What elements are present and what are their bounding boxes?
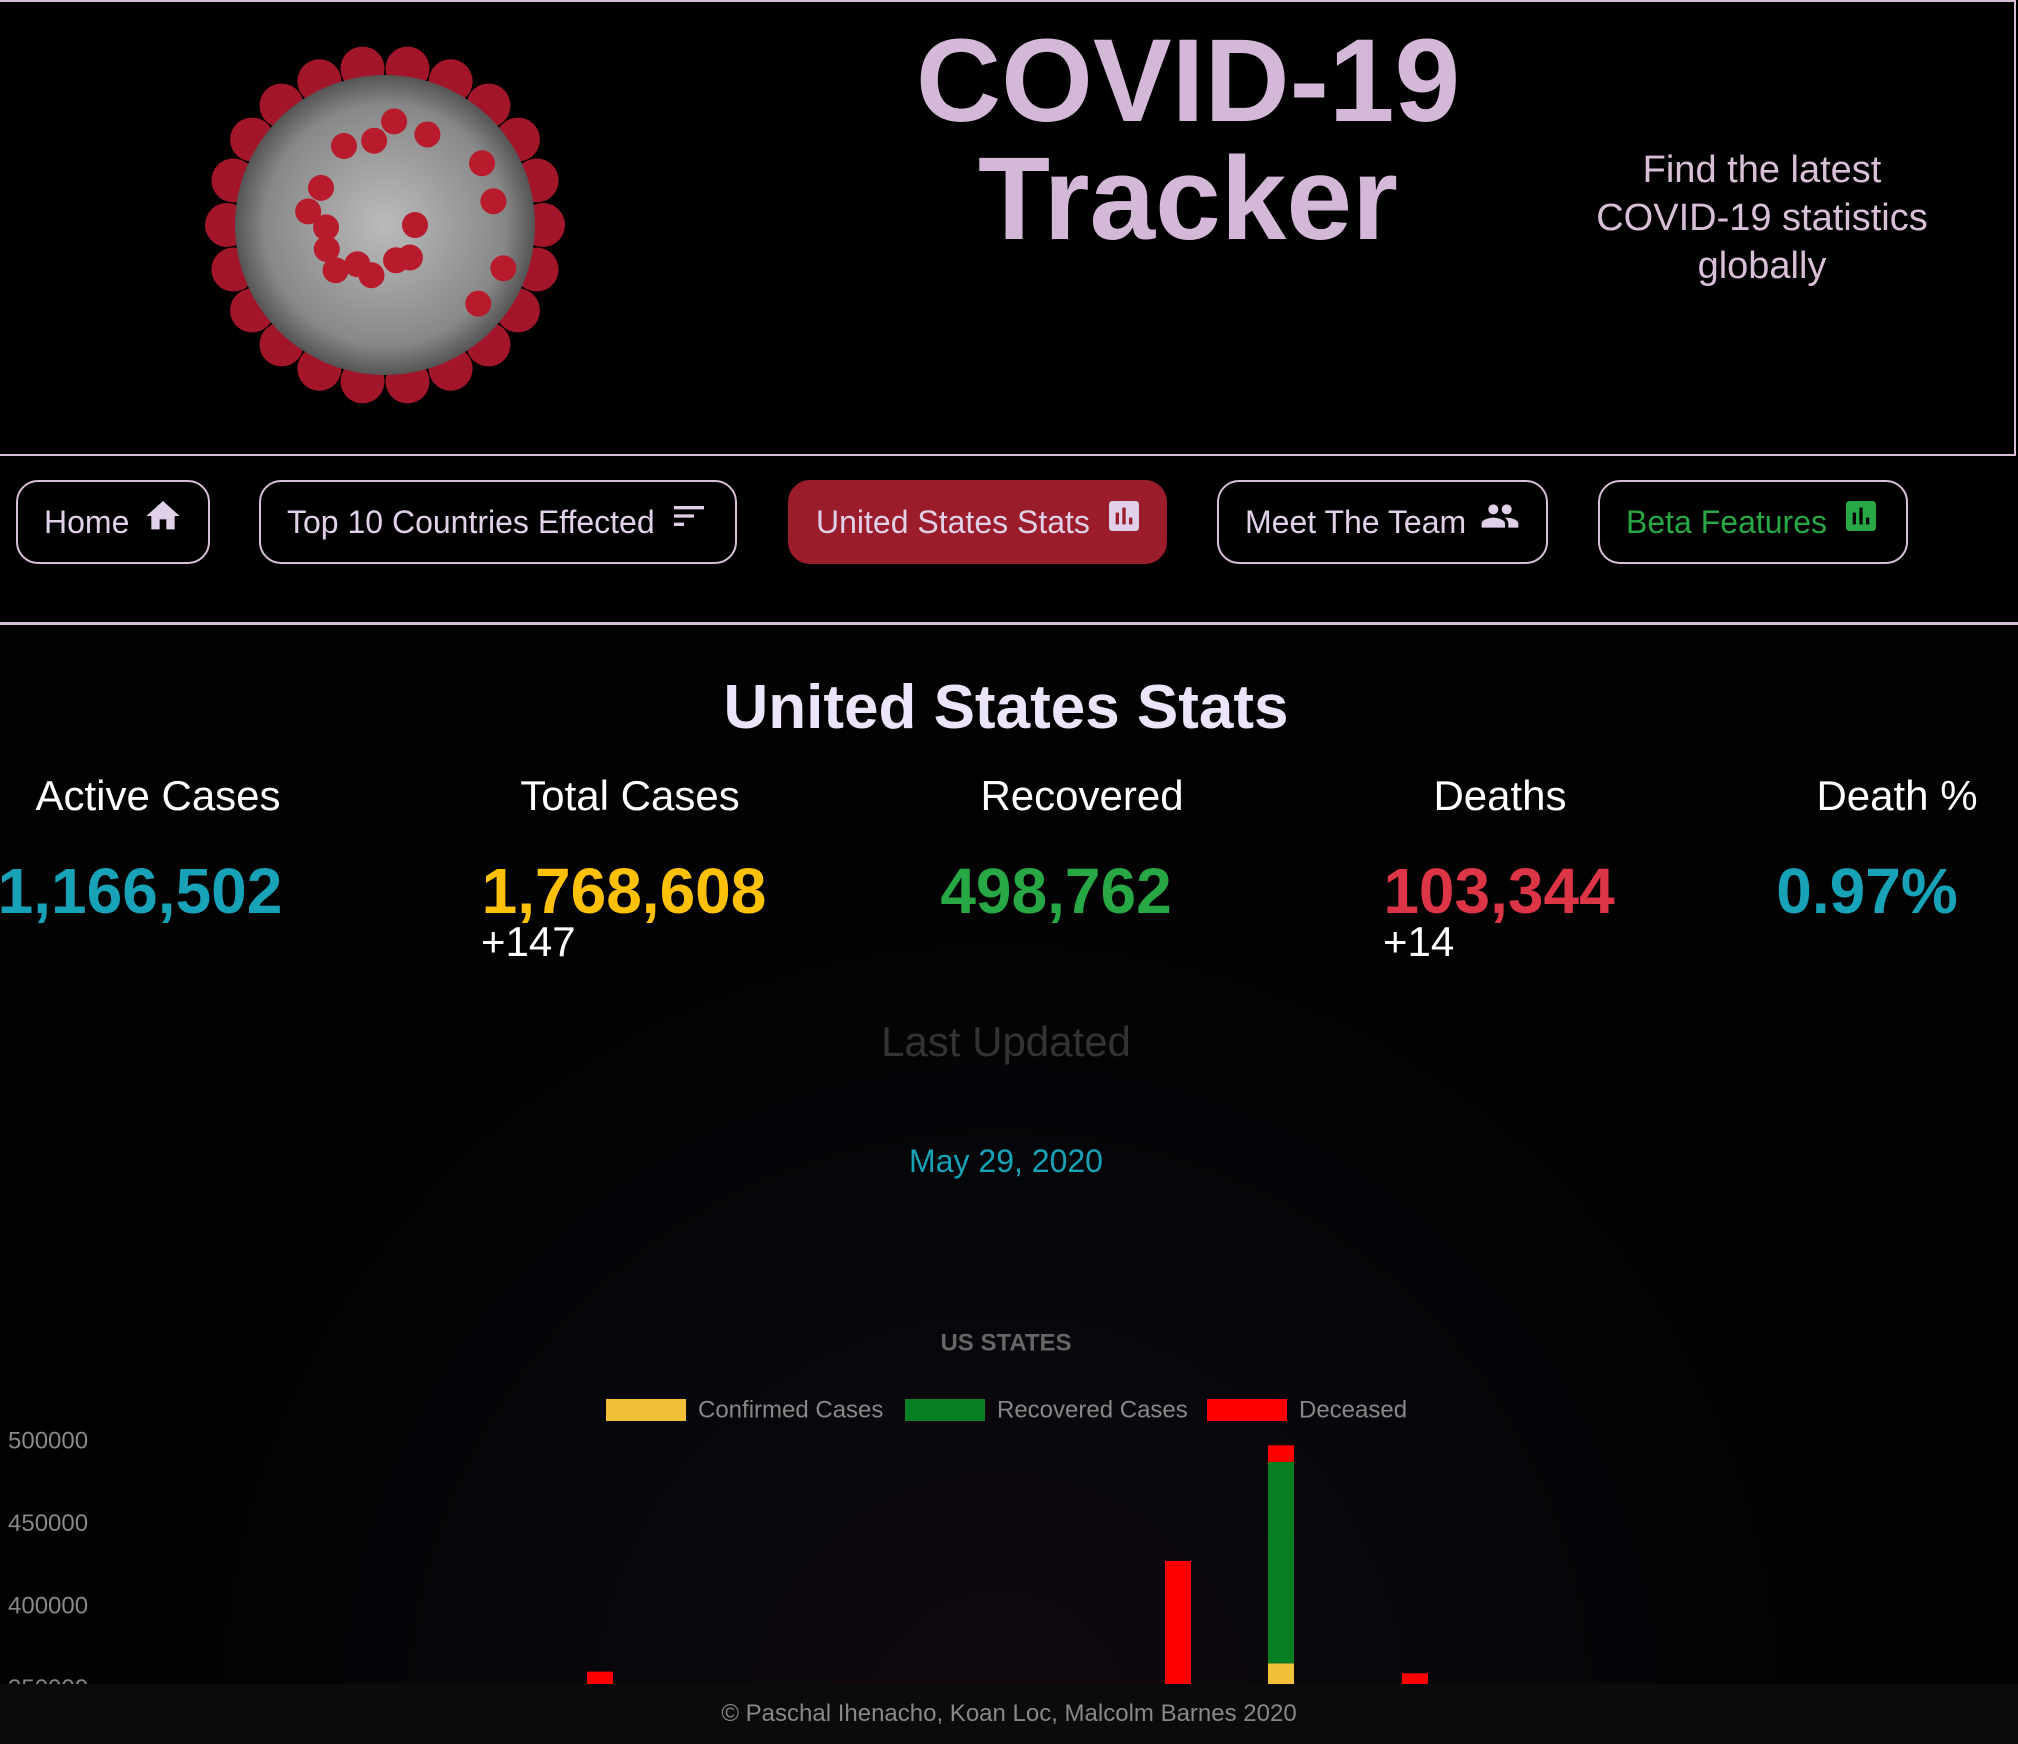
y-tick-label: 350000	[8, 1675, 88, 1684]
stat-label: Deaths	[1433, 772, 1567, 819]
stat-label: Recovered	[980, 772, 1184, 819]
legend-swatch	[606, 1399, 686, 1421]
nav-label: United States Stats	[816, 503, 1090, 540]
bar-segment	[1268, 1461, 1294, 1664]
stat-delta: +14	[1383, 918, 1455, 965]
nav-us-stats[interactable]: United States Stats	[788, 480, 1167, 564]
virus-spike	[295, 198, 322, 225]
section-heading: United States Stats	[723, 673, 1289, 742]
legend-label: Confirmed Cases	[698, 1396, 883, 1423]
legend-swatch	[905, 1399, 985, 1421]
bar-segment	[1402, 1673, 1428, 1684]
virus-spike	[414, 121, 441, 148]
nav-home[interactable]: Home	[16, 480, 210, 564]
stat-value: 1,166,502	[0, 855, 283, 927]
virus-spike	[361, 127, 388, 154]
bar-segment	[1165, 1560, 1191, 1684]
virus-spike	[469, 150, 496, 177]
nav-label: Home	[44, 503, 130, 540]
nav-top10[interactable]: Top 10 Countries Effected	[259, 480, 737, 564]
virus-spike	[344, 251, 371, 278]
bar-segment	[1268, 1445, 1294, 1462]
nav-beta[interactable]: Beta Features	[1598, 480, 1908, 564]
virus-spike	[383, 247, 410, 274]
legend-swatch	[1207, 1399, 1287, 1421]
bar-segment	[587, 1671, 613, 1684]
title: Tracker	[978, 133, 1398, 265]
virus-spike	[307, 174, 334, 201]
last-updated-label: Last Updated	[881, 1018, 1131, 1065]
stat-value: 498,762	[940, 855, 1172, 927]
divider	[0, 622, 2018, 625]
stat-value: 103,344	[1383, 855, 1615, 927]
stat-value: 0.97%	[1776, 855, 1958, 927]
nav-team[interactable]: Meet The Team	[1217, 480, 1548, 564]
legend-label: Recovered Cases	[997, 1396, 1188, 1423]
icon	[1481, 504, 1519, 528]
virus-spike	[322, 257, 349, 284]
chart-title: US STATES	[940, 1329, 1071, 1356]
bar-segment	[1268, 1663, 1294, 1684]
last-updated-date: May 29, 2020	[909, 1143, 1103, 1179]
header	[0, 0, 2016, 456]
stat-label: Active Cases	[35, 772, 281, 819]
virus-spike	[313, 236, 340, 263]
icon	[1846, 501, 1876, 531]
tagline-line: globally	[1697, 245, 1827, 287]
virus-spike	[480, 188, 507, 215]
footer: © Paschal Ihenacho, Koan Loc, Malcolm Ba…	[0, 1684, 2018, 1744]
virus-spike	[490, 255, 517, 282]
icon	[673, 506, 704, 526]
y-tick-label: 400000	[8, 1593, 88, 1620]
nav-label: Meet The Team	[1245, 503, 1467, 540]
title: COVID-19	[915, 15, 1461, 147]
y-tick-label: 450000	[8, 1510, 88, 1537]
stat-label: Death %	[1816, 772, 1978, 819]
stat-delta: +147	[481, 918, 576, 965]
legend-label: Deceased	[1299, 1396, 1407, 1423]
tagline-line: Find the latest	[1642, 149, 1882, 191]
virus-spike	[381, 108, 408, 135]
chart: US STATES 350000 400000 450000 500000 Confir…	[8, 1329, 1428, 1684]
virus-image	[205, 46, 565, 404]
stat-value: 1,768,608	[481, 855, 767, 927]
y-tick-label: 500000	[8, 1427, 88, 1454]
icon	[1108, 501, 1139, 531]
virus-spike	[313, 214, 340, 241]
virus-spike	[465, 290, 492, 317]
nav-label: Top 10 Countries Effected	[287, 503, 655, 540]
nav-label: Beta Features	[1626, 503, 1827, 540]
tagline-line: COVID-19 statistics	[1596, 197, 1928, 239]
icon	[146, 501, 181, 530]
stats-background	[0, 625, 2018, 1684]
tagline: Find the latest COVID-19 statistics glob…	[1560, 146, 1964, 290]
virus-spike	[402, 212, 428, 238]
virus-spike	[330, 133, 357, 160]
stat-label: Total Cases	[520, 772, 740, 819]
